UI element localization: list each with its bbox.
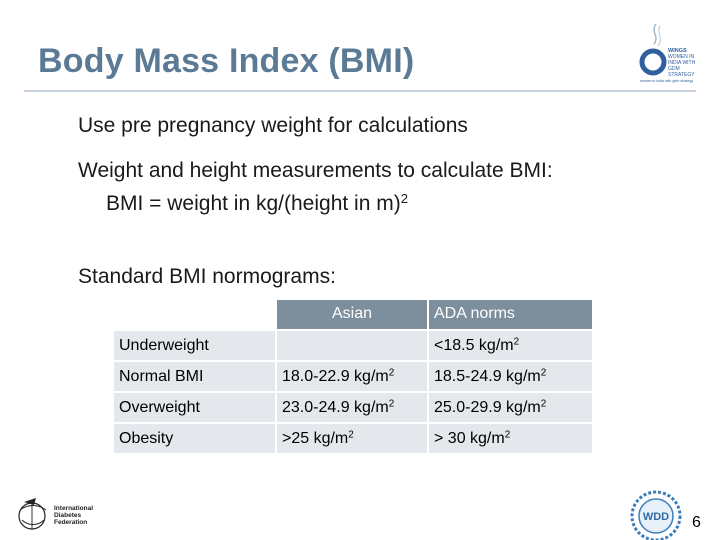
row-label-overweight: Overweight: [114, 393, 277, 424]
bmi-formula: BMI = weight in kg/(height in m)2: [106, 192, 408, 216]
unit-exponent: 2: [513, 336, 520, 348]
page-number: 6: [692, 514, 701, 531]
bullet-normograms: Standard BMI normograms:: [78, 265, 336, 288]
idf-logo-line: Federation: [54, 519, 87, 526]
cell-ada-obesity-value: > 30 kg/m: [434, 429, 505, 447]
table-row: Obesity >25 kg/m2 > 30 kg/m2: [114, 424, 594, 455]
wings-logo-line: STRATEGY: [668, 72, 695, 78]
idf-logo-line: Diabetes: [54, 512, 81, 519]
cell-ada-underweight: <18.5 kg/m2: [429, 331, 594, 362]
bullet-measurements: Weight and height measurements to calcul…: [78, 159, 553, 182]
cell-ada-overweight: 25.0-29.9 kg/m2: [429, 393, 594, 424]
unit-exponent: 2: [540, 398, 547, 410]
table-header-ada-norms: ADA norms: [429, 300, 594, 331]
row-label-normal-bmi: Normal BMI: [114, 362, 277, 393]
bullet-pre-pregnancy-weight: Use pre pregnancy weight for calculation…: [78, 114, 468, 137]
wings-logo-line: GDM: [668, 66, 680, 72]
unit-exponent: 2: [388, 367, 395, 379]
cell-ada-normal: 18.5-24.9 kg/m2: [429, 362, 594, 393]
idf-logo-icon: International Diabetes Federation: [18, 498, 93, 530]
bmi-formula-text: BMI = weight in kg/(height in m): [106, 192, 401, 215]
unit-exponent: 2: [348, 429, 354, 441]
world-diabetes-day-logo-icon: WDD: [630, 490, 682, 540]
wings-logo-line: INDIA WITH: [668, 60, 696, 66]
table-row: Underweight <18.5 kg/m2: [114, 331, 594, 362]
cell-asian-normal: 18.0-22.9 kg/m2: [277, 362, 429, 393]
table-header-asian: Asian: [277, 300, 429, 331]
wings-logo-icon: WINGS WOMEN IN INDIA WITH GDM STRATEGY w…: [639, 23, 696, 83]
table-header-row: Asian ADA norms: [114, 300, 594, 331]
slide-title: Body Mass Index (BMI): [38, 42, 415, 80]
cell-asian-obesity-value: >25 kg/m: [282, 429, 349, 447]
row-label-underweight: Underweight: [114, 331, 277, 362]
cell-asian-overweight: 23.0-24.9 kg/m2: [277, 393, 429, 424]
wings-logo-line: WOMEN IN: [668, 54, 694, 60]
cell-asian-overweight-value: 23.0-24.9 kg/m: [282, 398, 389, 416]
wings-logo-tagline: women in india with gdm strategy: [640, 79, 693, 83]
cell-ada-obesity: > 30 kg/m2: [429, 424, 594, 455]
bmi-normogram-table: Asian ADA norms Underweight <18.5 kg/m2 …: [114, 300, 594, 455]
idf-logo-line: International: [54, 505, 93, 512]
cell-ada-underweight-value: <18.5 kg/m: [434, 336, 514, 354]
title-divider: [24, 90, 696, 92]
cell-asian-obesity: >25 kg/m2: [277, 424, 429, 455]
cell-asian-underweight: [277, 331, 429, 362]
table-header-blank: [114, 300, 277, 331]
cell-ada-overweight-value: 25.0-29.9 kg/m: [434, 398, 541, 416]
row-label-obesity: Obesity: [114, 424, 277, 455]
bmi-formula-exponent: 2: [400, 190, 408, 206]
wdd-logo-text: WDD: [643, 511, 669, 523]
cell-asian-normal-value: 18.0-22.9 kg/m: [282, 367, 389, 385]
cell-ada-normal-value: 18.5-24.9 kg/m: [434, 367, 541, 385]
unit-exponent: 2: [504, 429, 511, 441]
unit-exponent: 2: [540, 367, 547, 379]
unit-exponent: 2: [388, 398, 395, 410]
table-row: Overweight 23.0-24.9 kg/m2 25.0-29.9 kg/…: [114, 393, 594, 424]
wings-logo-line: WINGS: [668, 48, 687, 54]
table-row: Normal BMI 18.0-22.9 kg/m2 18.5-24.9 kg/…: [114, 362, 594, 393]
